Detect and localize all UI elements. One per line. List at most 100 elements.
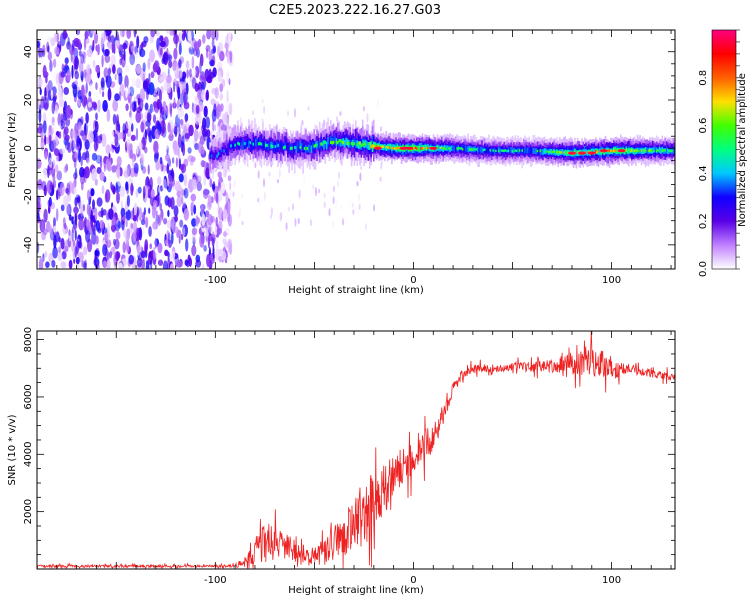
heatmap-cell (51, 101, 55, 115)
heatmap-cell (64, 57, 69, 65)
heatmap-cell (417, 145, 419, 152)
heatmap-cell (303, 176, 306, 187)
heatmap-cell (380, 162, 383, 170)
heatmap-cell (119, 58, 122, 66)
heatmap-cell (42, 44, 46, 58)
heatmap-cell (228, 141, 231, 149)
heatmap-cell (441, 145, 443, 151)
heatmap-cell (298, 189, 301, 199)
heatmap-cell (74, 167, 78, 180)
heatmap-cell (111, 165, 117, 173)
heatmap-cell (143, 207, 146, 216)
heatmap-cell (170, 196, 175, 210)
heatmap-cell (482, 148, 485, 152)
heatmap-cell (71, 65, 74, 79)
heatmap-cell (83, 51, 86, 65)
heatmap-cell (585, 151, 587, 154)
heatmap-cell (525, 147, 528, 154)
heatmap-cell (270, 144, 272, 148)
heatmap-cell (49, 59, 53, 72)
heatmap-cell (64, 138, 70, 151)
heatmap-cell (183, 173, 188, 187)
heatmap-cell (467, 146, 469, 153)
heatmap-cell (126, 121, 132, 130)
y-tick-label: 6000 (23, 384, 34, 409)
heatmap-cell (167, 232, 171, 246)
heatmap-cell (130, 114, 133, 125)
heatmap-cell (48, 196, 52, 207)
heatmap-cell (368, 142, 371, 151)
heatmap-cell (155, 210, 158, 217)
heatmap-cell (671, 149, 673, 153)
heatmap-cell (323, 140, 325, 144)
heatmap-cell (284, 136, 286, 149)
heatmap-cell (122, 42, 127, 50)
heatmap-cell (161, 178, 167, 192)
heatmap-cell (107, 87, 112, 101)
heatmap-cell (245, 140, 247, 148)
heatmap-cell (352, 209, 355, 215)
heatmap-cell (63, 87, 69, 95)
heatmap-cell (635, 149, 637, 152)
heatmap-cell (182, 226, 186, 237)
heatmap-cell (163, 82, 168, 92)
heatmap-cell (199, 53, 204, 67)
heatmap-cell (425, 147, 428, 150)
heatmap-cell (179, 219, 184, 228)
heatmap-cell (209, 30, 215, 36)
heatmap-cell (66, 203, 70, 215)
heatmap-hotspot (429, 146, 438, 150)
y-tick-label: 20 (23, 94, 34, 107)
x-tick-label: 100 (602, 575, 621, 586)
heatmap-cell (520, 146, 522, 153)
heatmap-cell (209, 153, 211, 157)
heatmap-cell (370, 145, 372, 149)
heatmap-cell (91, 224, 96, 233)
heatmap-cell (48, 134, 52, 144)
heatmap-cell (116, 167, 121, 178)
heatmap-cell (198, 174, 202, 181)
heatmap-cell (179, 70, 183, 79)
heatmap-cell (168, 60, 173, 69)
heatmap-cell (492, 149, 494, 152)
heatmap-cell (50, 139, 57, 152)
heatmap-cell (230, 189, 233, 195)
heatmap-cell (200, 71, 205, 81)
heatmap-cell (642, 148, 644, 155)
heatmap-cell (78, 240, 82, 249)
heatmap-cell (474, 148, 476, 151)
heatmap-cell (376, 100, 379, 108)
heatmap-cell (654, 146, 657, 153)
heatmap-cell (192, 236, 196, 246)
heatmap-cell (632, 148, 634, 155)
heatmap-cell (150, 30, 156, 38)
heatmap-cell (112, 185, 116, 195)
heatmap-cell (596, 150, 598, 154)
heatmap-cell (373, 204, 376, 212)
heatmap-cell (644, 150, 647, 153)
heatmap-cell (356, 180, 359, 187)
heatmap-cell (252, 134, 254, 148)
heatmap-cell (103, 164, 106, 172)
heatmap-cell (263, 105, 266, 115)
heatmap-cell (42, 228, 48, 236)
heatmap-cell (195, 259, 202, 268)
heatmap-cell (86, 157, 90, 164)
heatmap-cell (237, 141, 239, 145)
heatmap-cell (470, 148, 472, 151)
heatmap-cell (117, 130, 121, 141)
heatmap-cell (268, 172, 271, 177)
heatmap-cell (163, 101, 166, 115)
heatmap-cell (337, 171, 340, 180)
heatmap-cell (93, 31, 99, 44)
heatmap-cell (464, 145, 467, 152)
heatmap-cell (221, 78, 226, 88)
heatmap-cell (238, 142, 241, 146)
heatmap-cell (148, 72, 151, 87)
heatmap-cell (187, 30, 192, 42)
heatmap-cell (92, 39, 95, 52)
heatmap-cell (173, 81, 176, 93)
heatmap-cell (108, 208, 114, 220)
heatmap-cell (657, 149, 659, 152)
heatmap-cell (249, 141, 252, 145)
